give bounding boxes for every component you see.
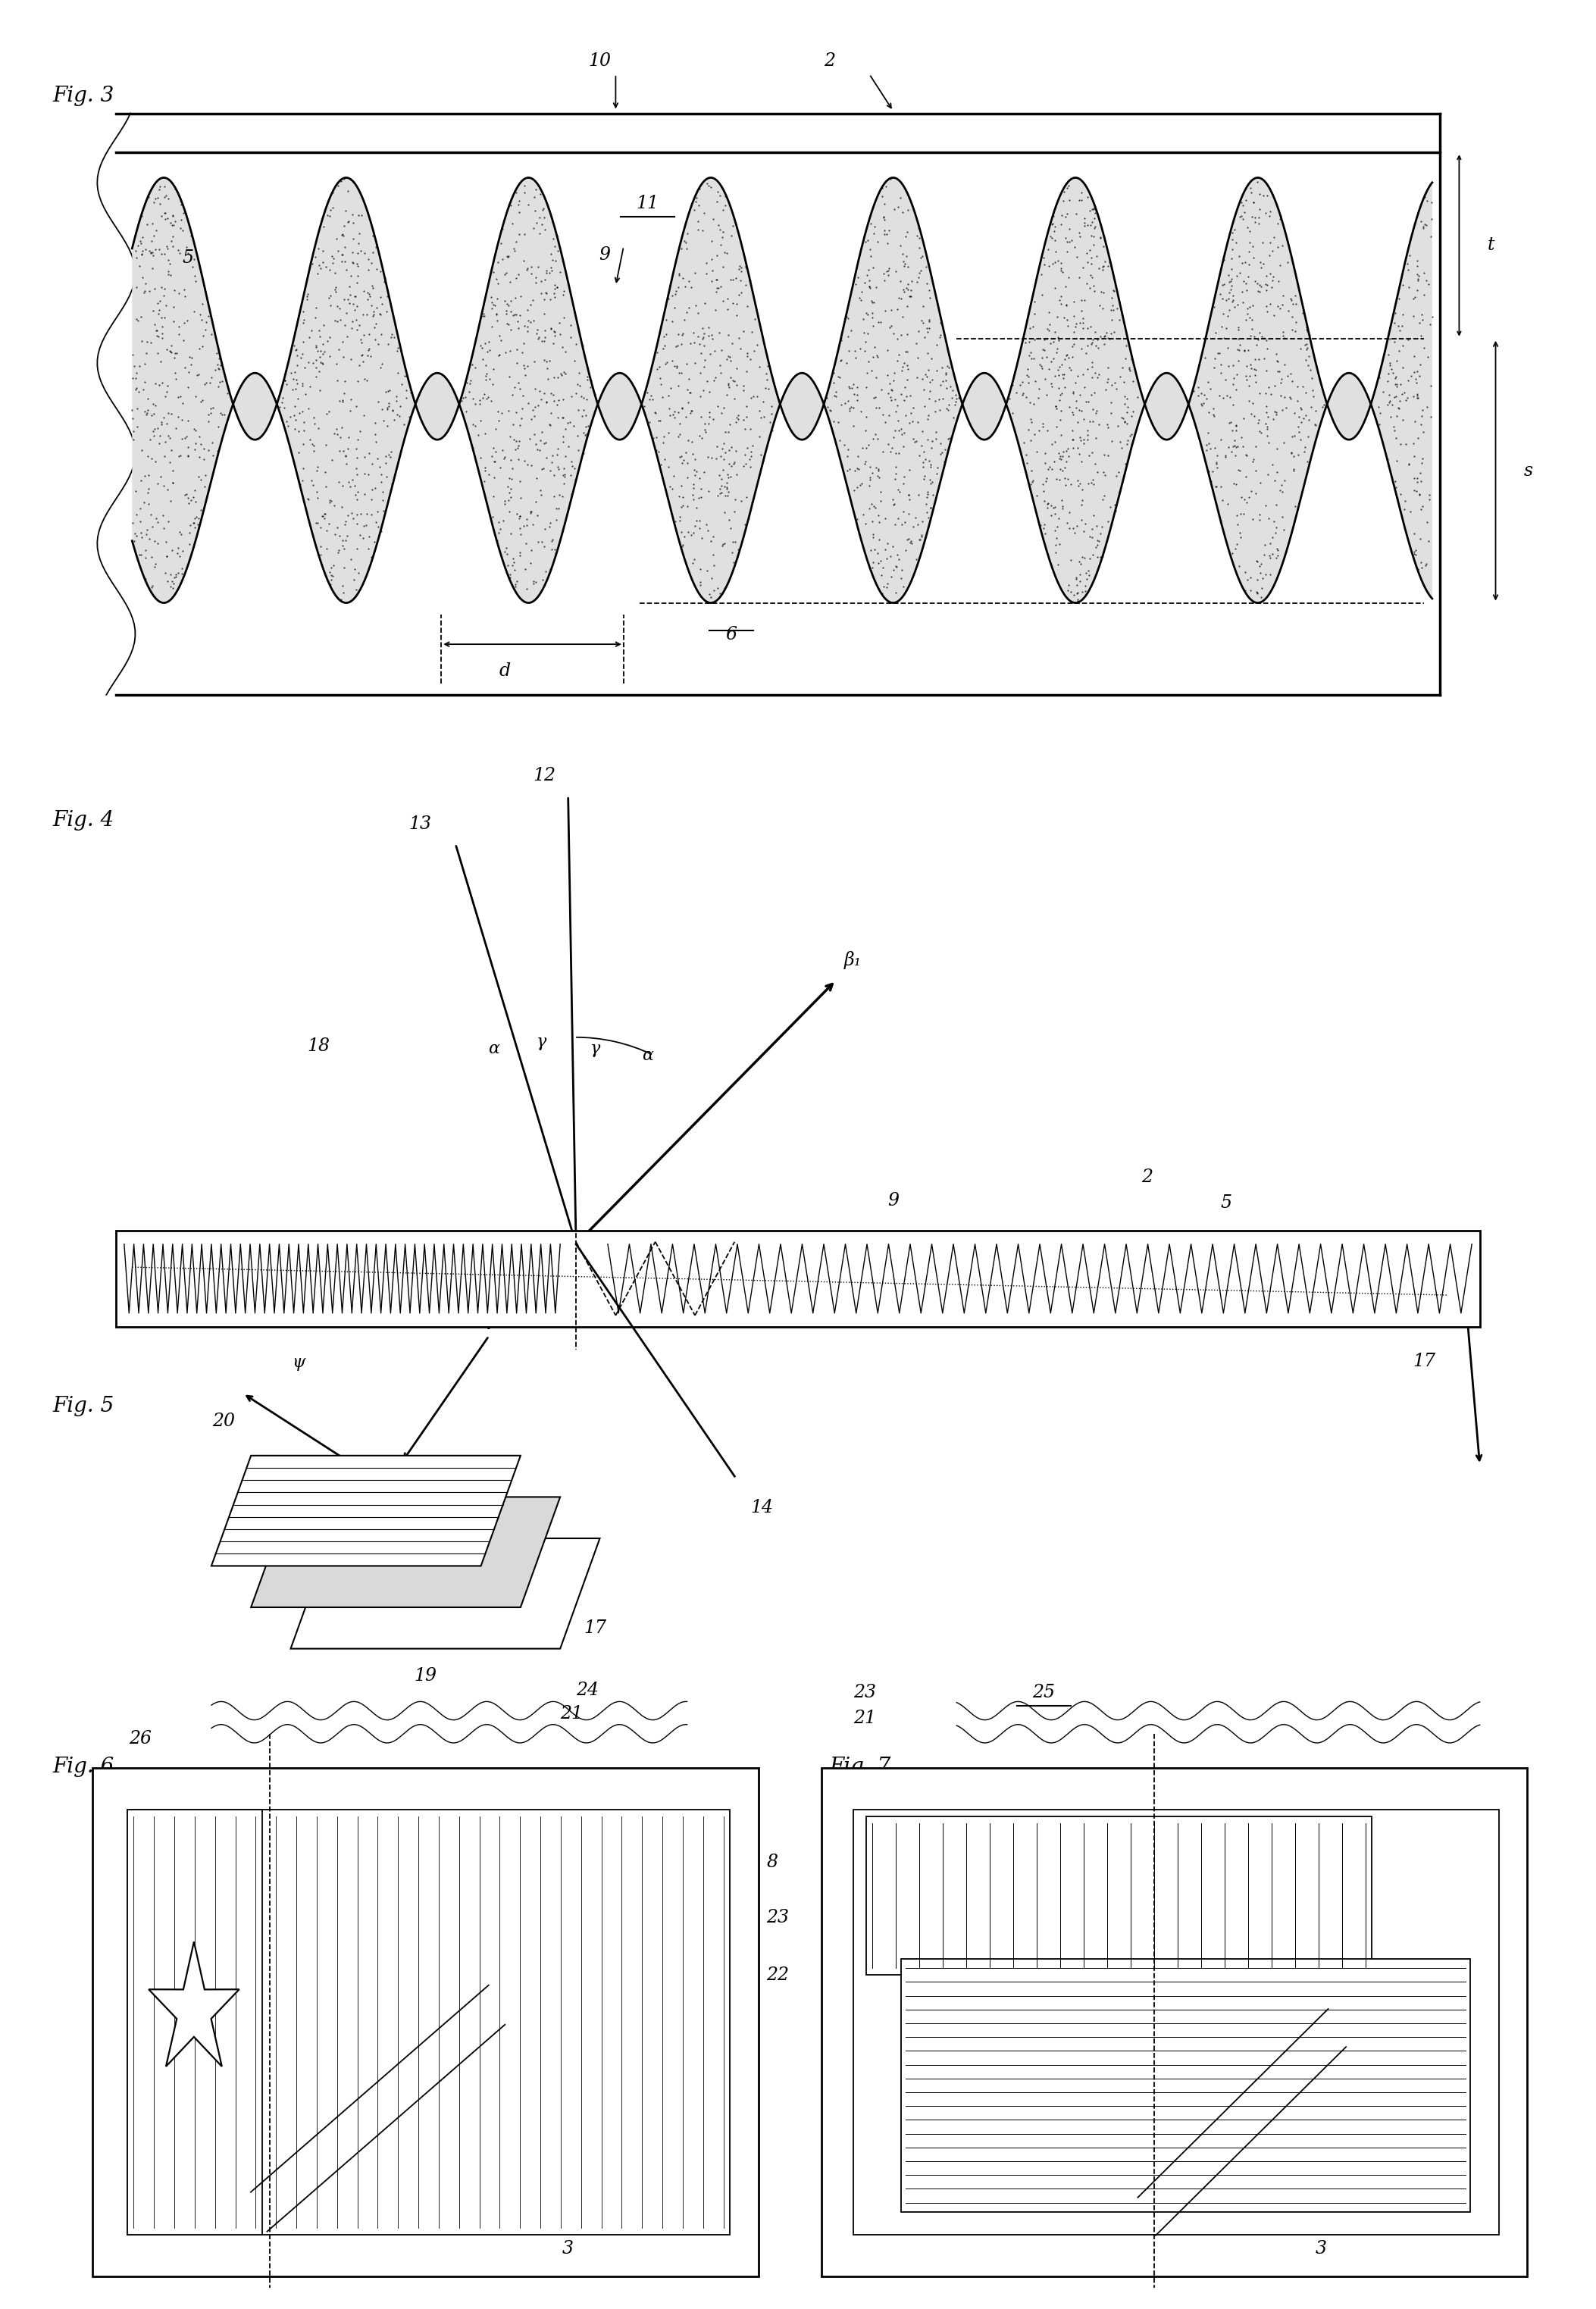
Text: 2: 2 [1141,1168,1152,1187]
Text: 24: 24 [576,1681,598,1699]
Text: 21: 21 [560,1704,583,1723]
Text: Fig. 7: Fig. 7 [830,1757,891,1778]
Text: Fig. 4: Fig. 4 [53,810,115,831]
Bar [822,1769,1527,2277]
Text: 25: 25 [1033,1683,1055,1702]
Text: 17: 17 [1412,1353,1436,1369]
Bar [902,1958,1470,2212]
Text: 3: 3 [1315,2240,1326,2258]
Text: 10: 10 [589,53,611,69]
Text: 2: 2 [824,53,835,69]
Polygon shape [211,1455,520,1566]
Text: 9: 9 [887,1191,899,1210]
Text: Fig. 3: Fig. 3 [53,85,115,106]
Bar [93,1769,758,2277]
Polygon shape [251,1496,560,1607]
Text: α: α [488,1041,500,1058]
Polygon shape [290,1538,600,1649]
Text: 9: 9 [298,1619,310,1637]
Text: 23: 23 [854,1683,876,1702]
Polygon shape [148,1942,239,2067]
Text: 12: 12 [533,767,555,785]
Text: β₁: β₁ [844,951,862,970]
Text: t: t [1487,238,1495,254]
Text: 8: 8 [766,1854,777,1870]
Text: 3: 3 [562,2240,575,2258]
Text: γ: γ [591,1041,600,1058]
Text: ψ: ψ [292,1353,305,1372]
Bar [128,1810,262,2235]
Text: 24: 24 [854,2217,876,2235]
Text: 26: 26 [129,1729,152,1748]
Text: 5: 5 [182,249,193,268]
Bar [854,1810,1499,2235]
Text: Fig. 5: Fig. 5 [53,1397,115,1415]
Text: γ: γ [536,1034,546,1051]
Text: s: s [1524,462,1534,480]
Text: L: L [650,1277,661,1295]
Bar [117,1231,1479,1328]
Text: 23: 23 [766,1910,788,1926]
Text: 17: 17 [584,1619,606,1637]
Text: d: d [500,663,511,681]
Text: γ: γ [152,1268,161,1284]
Text: ·: · [485,1318,493,1339]
Text: 9: 9 [598,247,610,263]
Text: 22: 22 [854,1956,876,1972]
Text: 6: 6 [726,626,737,644]
Text: 18: 18 [308,1037,330,1055]
Text: 5: 5 [1221,1194,1232,1212]
Text: 22: 22 [766,1967,788,1983]
Text: 11: 11 [637,194,659,212]
Text: α: α [642,1048,653,1064]
Bar [867,1817,1373,1974]
Text: 19: 19 [413,1667,437,1686]
Text: 14: 14 [750,1499,772,1517]
Text: 21: 21 [854,1709,876,1727]
Text: 20: 20 [212,1413,235,1429]
Text: Fig. 6: Fig. 6 [53,1757,115,1778]
Polygon shape [132,178,1432,603]
Text: 13: 13 [409,815,431,834]
Bar [128,1810,729,2235]
